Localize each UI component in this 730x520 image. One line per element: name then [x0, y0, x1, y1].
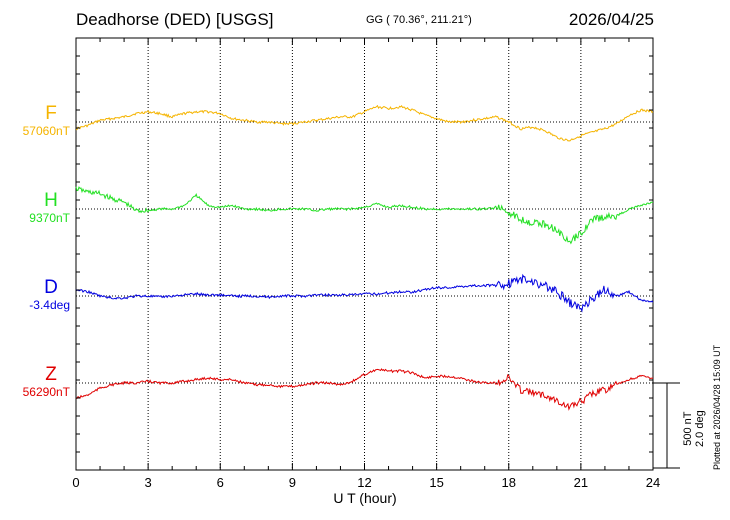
series-lines: [75, 104, 654, 411]
grid: [147, 38, 582, 470]
component-baseline-f: 57060nT: [22, 124, 70, 138]
axis-ticks: [75, 37, 654, 471]
scale-bar-label: 500 nT 2.0 deg: [682, 410, 706, 447]
x-tick-label: 0: [72, 475, 79, 490]
component-baseline-z: 56290nT: [22, 385, 70, 399]
station-coordinates: GG ( 70.36°, 211.21°): [366, 14, 472, 26]
series-line-d: [75, 273, 654, 313]
x-tick-label: 9: [289, 475, 296, 490]
x-tick-label: 12: [357, 475, 371, 490]
component-letter-f: F: [45, 103, 57, 124]
series-line-h: [75, 186, 654, 245]
scale-nt: 500 nT: [682, 411, 694, 446]
component-baseline-h: 9370nT: [29, 211, 70, 225]
component-letter-d: D: [44, 277, 58, 298]
chart-date: 2026/04/25: [568, 10, 654, 29]
x-tick-label: 21: [574, 475, 588, 490]
x-tick-label: 3: [145, 475, 152, 490]
component-letter-h: H: [44, 190, 58, 211]
series-line-f: [75, 104, 654, 142]
component-letter-z: Z: [45, 364, 57, 385]
plotted-timestamp: Plotted at 2026/04/28 15:09 UT: [712, 344, 722, 470]
x-tick-label: 6: [217, 475, 224, 490]
x-axis-label: U T (hour): [333, 490, 397, 506]
component-baseline-d: -3.4deg: [29, 298, 70, 312]
x-tick-labels: 0 3 6 9 12 15 18 21 24: [72, 475, 660, 490]
series-line-z: [75, 368, 654, 411]
scale-bar: [653, 382, 680, 469]
x-tick-label: 24: [646, 475, 660, 490]
x-tick-label: 15: [429, 475, 443, 490]
x-tick-label: 18: [502, 475, 516, 490]
chart-title: Deadhorse (DED) [USGS]: [76, 10, 274, 29]
scale-deg: 2.0 deg: [694, 410, 706, 447]
